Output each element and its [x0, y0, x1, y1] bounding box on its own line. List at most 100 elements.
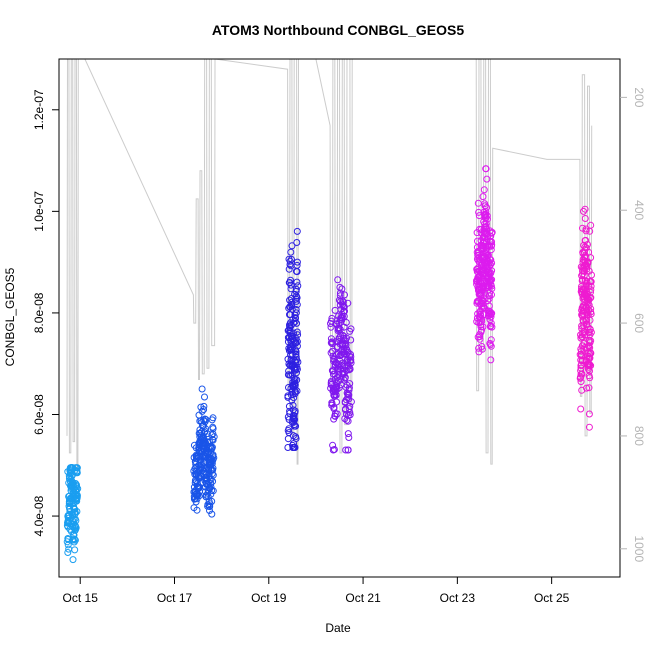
data-point: [485, 259, 493, 267]
data-point: [488, 241, 496, 249]
data-point: [478, 326, 486, 334]
data-point: [291, 317, 299, 325]
data-point: [208, 497, 216, 505]
data-point: [341, 307, 348, 315]
data-point: [292, 435, 300, 442]
data-point: [290, 421, 298, 429]
data-point: [328, 340, 336, 348]
data-point: [293, 328, 301, 336]
data-point: [293, 387, 301, 395]
right-tick-label: 800: [632, 426, 646, 446]
data-point: [344, 394, 352, 401]
data-point: [346, 402, 354, 410]
data-point: [327, 377, 335, 385]
data-point: [580, 328, 588, 336]
data-point: [293, 365, 301, 373]
data-point: [482, 210, 490, 218]
data-point: [344, 446, 352, 454]
x-axis-label: Date: [325, 621, 351, 635]
data-point: [329, 441, 337, 449]
data-point: [478, 343, 486, 350]
data-point: [340, 312, 348, 320]
data-point: [582, 262, 590, 270]
data-point: [343, 416, 351, 424]
data-point: [346, 357, 354, 365]
data-point: [293, 239, 301, 246]
data-point: [339, 298, 347, 306]
data-point: [587, 294, 595, 302]
data-point: [209, 414, 217, 422]
y-axis-label: CONBGL_GEOS5: [3, 267, 17, 366]
data-point: [586, 294, 594, 302]
data-point: [70, 531, 78, 539]
data-point: [64, 549, 72, 556]
data-point: [345, 434, 353, 441]
data-point: [342, 319, 350, 326]
data-point: [287, 276, 294, 284]
data-point: [580, 207, 587, 215]
data-point: [478, 315, 486, 323]
data-point: [288, 305, 296, 313]
data-point: [71, 535, 79, 543]
data-point: [292, 339, 300, 347]
y-tick-label: 6.0e-08: [32, 394, 46, 435]
data-point: [474, 237, 481, 245]
data-point: [70, 538, 78, 546]
data-point: [71, 536, 79, 544]
data-point: [210, 433, 218, 441]
data-point: [206, 500, 214, 508]
data-point: [580, 249, 588, 256]
right-tick-label: 600: [632, 313, 646, 333]
data-point: [288, 242, 296, 250]
data-point: [208, 510, 216, 518]
data-point: [193, 506, 201, 514]
data-point: [333, 410, 341, 418]
data-point: [293, 319, 301, 327]
data-point: [487, 322, 495, 330]
series-oct-20-flight: [327, 276, 355, 454]
data-point: [344, 299, 352, 307]
data-point: [585, 267, 593, 275]
data-point: [340, 303, 348, 311]
data-point: [585, 423, 593, 431]
data-point: [483, 212, 491, 220]
data-point: [487, 336, 495, 344]
data-point: [292, 422, 300, 430]
data-point: [480, 186, 488, 194]
data-point: [293, 342, 301, 350]
data-point: [347, 398, 355, 406]
data-point: [332, 391, 340, 398]
data-point: [577, 378, 585, 386]
data-point: [587, 282, 595, 290]
data-point: [587, 328, 595, 336]
data-point: [585, 301, 593, 309]
data-point: [578, 356, 586, 364]
data-point: [287, 343, 295, 351]
data-point: [207, 480, 215, 487]
data-point: [73, 468, 81, 476]
data-point: [209, 471, 217, 479]
data-point: [585, 384, 593, 392]
data-point: [293, 258, 301, 266]
data-point: [482, 220, 490, 228]
data-point: [346, 411, 354, 419]
data-point: [487, 282, 495, 290]
data-point: [74, 485, 82, 493]
data-point: [291, 444, 299, 451]
data-point: [293, 369, 300, 377]
data-point: [286, 261, 294, 268]
data-point: [586, 360, 594, 368]
data-point: [330, 446, 338, 453]
data-point: [335, 296, 343, 304]
data-point: [585, 410, 593, 418]
data-point: [72, 524, 80, 532]
data-point: [285, 425, 293, 433]
data-point: [479, 323, 487, 331]
data-point: [487, 256, 495, 264]
data-point: [346, 365, 354, 373]
data-point: [488, 323, 496, 331]
data-point: [486, 289, 494, 297]
data-point: [327, 339, 335, 347]
